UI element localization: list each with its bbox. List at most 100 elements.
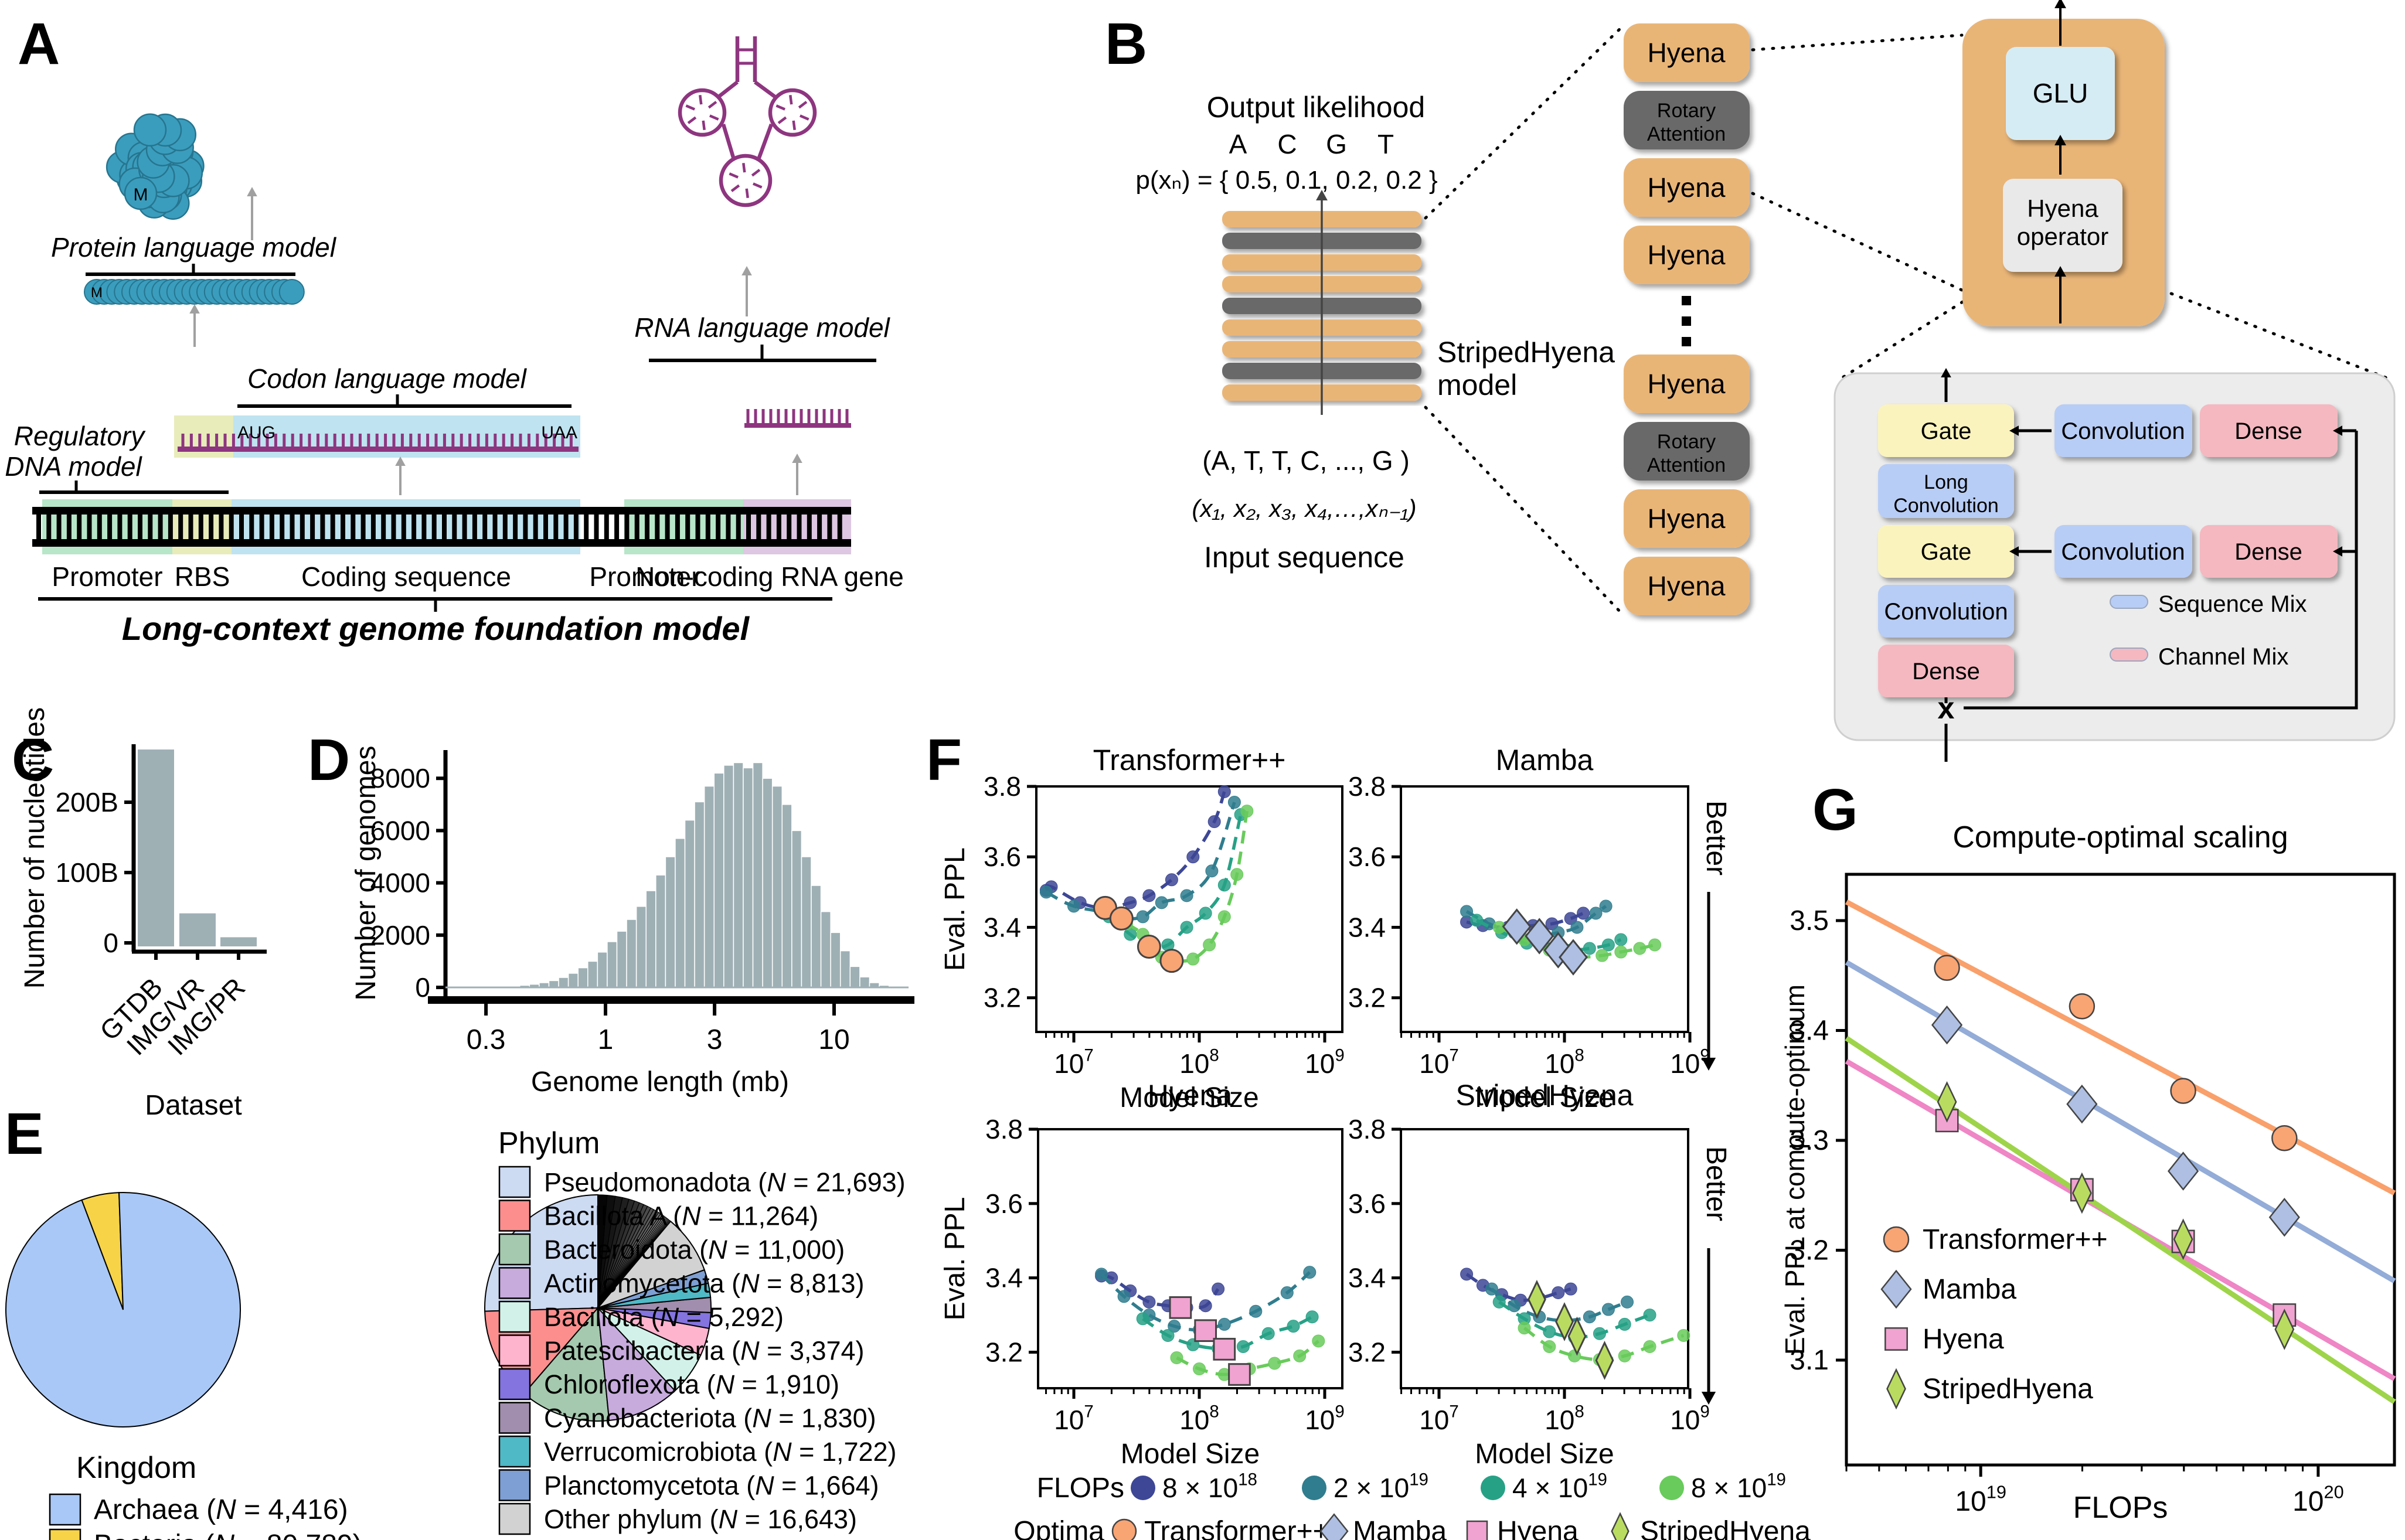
nucleotide-label: T bbox=[1377, 129, 1394, 159]
data-point bbox=[1240, 805, 1254, 818]
legend-swatch bbox=[49, 1493, 81, 1526]
hist-bar bbox=[626, 919, 637, 988]
hist-bar bbox=[587, 960, 598, 988]
text-label: Hyena bbox=[1648, 172, 1726, 203]
phylum-legend-title: Phylum bbox=[498, 1126, 600, 1160]
marker-square bbox=[1194, 1319, 1217, 1343]
y-tick-label: 3.4 bbox=[1790, 1016, 1829, 1047]
legend-label: Hyena bbox=[1923, 1324, 2004, 1355]
marker-diamond-thin bbox=[1611, 1512, 1630, 1540]
regulatory-model-label: DNA model bbox=[5, 451, 142, 482]
x-axis-label: Model Size bbox=[1475, 1082, 1614, 1113]
data-point bbox=[1589, 907, 1603, 920]
marker-diamond-thin bbox=[1527, 1280, 1546, 1319]
hyena-block bbox=[1624, 226, 1750, 284]
data-point bbox=[1543, 1325, 1556, 1338]
panel-label-b: B bbox=[1105, 11, 1148, 77]
hyena-block bbox=[1624, 23, 1750, 82]
subplot-title: Hyena bbox=[1148, 1079, 1233, 1112]
data-point bbox=[1217, 1317, 1231, 1331]
data-point bbox=[1186, 952, 1200, 966]
data-point bbox=[1303, 1266, 1317, 1279]
marker-square bbox=[1213, 1338, 1236, 1361]
marker-circle bbox=[1109, 906, 1134, 931]
legend-marker-flops bbox=[1131, 1476, 1155, 1500]
hist-bar bbox=[859, 976, 870, 988]
marker-circle bbox=[2271, 1125, 2298, 1151]
bar-IMG/VR bbox=[179, 913, 216, 946]
text-label: Dense bbox=[1912, 659, 1980, 684]
zoom-connector-line bbox=[1751, 33, 1964, 52]
zoom-connector-line bbox=[1751, 192, 1964, 292]
legend-marker-flops bbox=[1481, 1476, 1505, 1500]
hist-bar bbox=[645, 890, 656, 988]
marker-diamond-thin bbox=[1555, 1302, 1574, 1341]
x-axis-label: FLOPs bbox=[2073, 1491, 2168, 1525]
legend-swatch bbox=[2110, 648, 2148, 662]
data-point bbox=[1596, 949, 1609, 962]
data-point bbox=[1142, 1295, 1156, 1309]
hist-bar bbox=[839, 950, 851, 988]
marker-diamond bbox=[1525, 918, 1554, 955]
arrowhead bbox=[1941, 368, 1951, 377]
input-sequence-tokens: (A, T, T, C, ..., G ) bbox=[1202, 445, 1410, 476]
hist-bar bbox=[655, 874, 666, 988]
hist-bar bbox=[558, 977, 569, 988]
legend-label: StripedHyena bbox=[1640, 1516, 1811, 1540]
x-tick-label: 3 bbox=[707, 1024, 723, 1055]
y-tick-label: 2000 bbox=[370, 920, 430, 950]
legend-swatch bbox=[498, 1200, 531, 1232]
marker-square bbox=[1169, 1296, 1192, 1319]
text-label: Convolution bbox=[1884, 599, 2008, 625]
tick-label: 1019 bbox=[1955, 1481, 2006, 1517]
y-axis-label: Number of nucleotides bbox=[19, 707, 50, 989]
data-point bbox=[1268, 1357, 1281, 1370]
zoom-connector-line bbox=[1424, 26, 1622, 220]
data-point bbox=[1155, 896, 1168, 909]
mrna-icon: AUG UAA bbox=[174, 415, 580, 458]
legend-label: Archaea (N = 4,416) bbox=[94, 1494, 348, 1525]
y-tick-label: 3.2 bbox=[1348, 983, 1386, 1013]
dna-segment-label: Coding sequence bbox=[301, 561, 511, 592]
tick-label: 1020 bbox=[2292, 1481, 2344, 1517]
fit-line-Mamba bbox=[1845, 960, 2396, 1283]
isoflop-curve bbox=[1045, 791, 1226, 910]
legend-label: Bacteroidota (N = 11,000) bbox=[544, 1235, 845, 1265]
text-label: Attention bbox=[1647, 123, 1726, 145]
legend-label: Bacillota (N = 5,292) bbox=[544, 1302, 784, 1332]
data-point bbox=[1460, 1268, 1474, 1281]
text-label: Convolution bbox=[2061, 539, 2185, 565]
tick-label: 108 bbox=[1179, 1045, 1219, 1079]
hist-bar bbox=[762, 778, 773, 988]
start-codon-label: AUG bbox=[237, 423, 275, 442]
data-point bbox=[1165, 873, 1178, 887]
data-point bbox=[1170, 1351, 1183, 1364]
data-point bbox=[1583, 942, 1596, 955]
data-point bbox=[1543, 1340, 1556, 1353]
text-label: Convolution bbox=[2061, 418, 2185, 444]
panel-label-e: E bbox=[5, 1101, 44, 1167]
hist-bar bbox=[635, 905, 647, 988]
nucleotide-label: C bbox=[1277, 129, 1297, 159]
marker-diamond-thin bbox=[1937, 1081, 1957, 1123]
fit-line-StripedHyena bbox=[1845, 1035, 2396, 1404]
data-point bbox=[1492, 1295, 1506, 1309]
arrowhead bbox=[1701, 1392, 1716, 1405]
hist-bar bbox=[703, 785, 715, 988]
data-point bbox=[1621, 1295, 1634, 1309]
marker-circle bbox=[1934, 955, 1960, 981]
x-axis-label: Genome length (mb) bbox=[531, 1067, 789, 1098]
codon-model-label: Codon language model bbox=[247, 363, 527, 394]
subplot-Hyena: Hyena 3.2 3.4 3.6 3.8 107 108 109 Model Size Eval… bbox=[940, 1079, 1345, 1470]
data-point bbox=[1518, 1321, 1531, 1335]
data-point bbox=[1577, 907, 1590, 920]
data-point bbox=[1287, 1320, 1300, 1333]
layer-block-column: HyenaRotaryAttentionHyenaHyenaHyenaRotar… bbox=[1624, 23, 1750, 615]
data-point bbox=[1217, 878, 1231, 892]
data-point bbox=[1643, 1309, 1656, 1322]
y-axis-label: Number of genomes bbox=[351, 746, 382, 1001]
panel-label-a: A bbox=[18, 11, 60, 77]
legend-swatch bbox=[498, 1368, 531, 1401]
legend-label: Bacillota A (N = 11,264) bbox=[544, 1201, 818, 1231]
glu-label: GLU bbox=[2033, 78, 2088, 108]
